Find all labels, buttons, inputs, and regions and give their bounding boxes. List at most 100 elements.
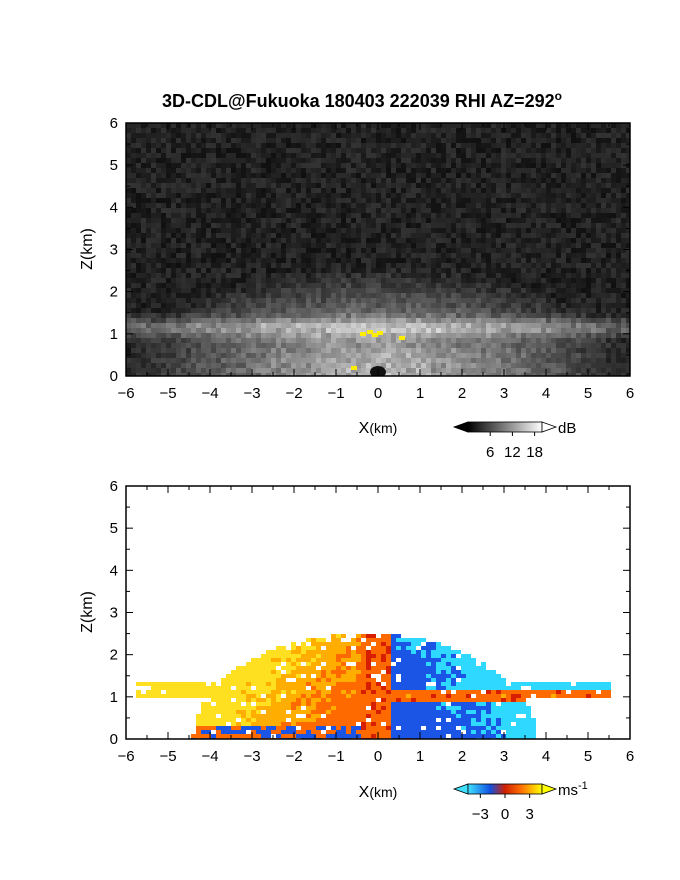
heatmap-cell <box>306 333 311 338</box>
heatmap-cell <box>306 308 311 313</box>
heatmap-cell <box>151 203 156 208</box>
heatmap-cell <box>196 193 201 198</box>
heatmap-cell <box>246 333 251 338</box>
heatmap-cell <box>176 333 181 338</box>
heatmap-cell <box>396 288 401 293</box>
heatmap-cell <box>281 143 286 148</box>
heatmap-cell <box>386 148 391 153</box>
heatmap-cell <box>351 158 356 163</box>
heatmap-cell <box>151 268 156 273</box>
heatmap-cell <box>351 253 356 258</box>
heatmap-cell <box>151 283 156 288</box>
heatmap-cell <box>366 208 371 213</box>
heatmap-cell <box>286 268 291 273</box>
heatmap-cell <box>346 138 351 143</box>
heatmap-cell <box>606 298 611 303</box>
heatmap-cell <box>251 313 256 318</box>
heatmap-cell <box>466 263 471 268</box>
heatmap-cell <box>446 213 451 218</box>
heatmap-cell <box>336 358 341 363</box>
heatmap-cell <box>316 288 321 293</box>
heatmap-cell <box>471 288 476 293</box>
heatmap-cell <box>576 148 581 153</box>
heatmap-cell <box>526 313 531 318</box>
heatmap-cell <box>616 323 621 328</box>
heatmap-cell <box>301 173 306 178</box>
heatmap-cell <box>151 138 156 143</box>
heatmap-cell <box>586 273 591 278</box>
heatmap-cell <box>181 183 186 188</box>
heatmap-cell <box>331 318 336 323</box>
heatmap-cell <box>566 213 571 218</box>
heatmap-cell <box>181 348 186 353</box>
heatmap-cell <box>591 168 596 173</box>
heatmap-cell <box>206 143 211 148</box>
heatmap-cell <box>446 218 451 223</box>
heatmap-cell <box>286 253 291 258</box>
heatmap-cell <box>591 248 596 253</box>
heatmap-cell <box>131 158 136 163</box>
heatmap-cell <box>411 158 416 163</box>
heatmap-cell <box>531 208 536 213</box>
heatmap-cell <box>296 178 301 183</box>
heatmap-cell <box>126 263 131 268</box>
heatmap-cell <box>241 268 246 273</box>
heatmap-cell <box>231 298 236 303</box>
heatmap-cell <box>216 268 221 273</box>
heatmap-cell <box>256 273 261 278</box>
heatmap-cell <box>256 178 261 183</box>
heatmap-cell <box>581 253 586 258</box>
heatmap-cell <box>286 368 291 373</box>
heatmap-cell <box>491 153 496 158</box>
heatmap-cell <box>186 243 191 248</box>
heatmap-cell <box>306 168 311 173</box>
heatmap-cell <box>421 298 426 303</box>
heatmap-cell <box>426 348 431 353</box>
heatmap-cell <box>541 263 546 268</box>
heatmap-cell <box>136 123 141 128</box>
heatmap-cell <box>156 153 161 158</box>
heatmap-cell <box>276 193 281 198</box>
heatmap-cell <box>496 318 501 323</box>
heatmap-cell <box>371 243 376 248</box>
heatmap-cell <box>516 313 521 318</box>
heatmap-cell <box>451 348 456 353</box>
heatmap-cell <box>261 358 266 363</box>
heatmap-cell <box>251 143 256 148</box>
heatmap-cell <box>596 238 601 243</box>
heatmap-cell <box>621 213 626 218</box>
heatmap-cell <box>581 243 586 248</box>
heatmap-cell <box>596 278 601 283</box>
heatmap-cell <box>381 323 386 328</box>
heatmap-cell <box>351 363 356 368</box>
heatmap-cell <box>401 303 406 308</box>
heatmap-cell <box>406 343 411 348</box>
heatmap-cell <box>461 278 466 283</box>
heatmap-cell <box>406 148 411 153</box>
heatmap-cell <box>346 288 351 293</box>
heatmap-cell <box>346 168 351 173</box>
heatmap-cell <box>516 323 521 328</box>
heatmap-cell <box>451 228 456 233</box>
heatmap-cell <box>341 233 346 238</box>
heatmap-cell <box>431 228 436 233</box>
heatmap-cell <box>311 213 316 218</box>
heatmap-cell <box>536 333 541 338</box>
heatmap-cell <box>331 198 336 203</box>
heatmap-cell <box>426 238 431 243</box>
heatmap-cell <box>371 178 376 183</box>
heatmap-cell <box>531 308 536 313</box>
heatmap-cell <box>221 273 226 278</box>
heatmap-cell <box>476 278 481 283</box>
heatmap-cell <box>301 228 306 233</box>
heatmap-cell <box>231 278 236 283</box>
heatmap-cell <box>386 143 391 148</box>
heatmap-cell <box>536 153 541 158</box>
heatmap-cell <box>256 293 261 298</box>
heatmap-cell <box>181 318 186 323</box>
heatmap-cell <box>526 188 531 193</box>
heatmap-cell <box>401 258 406 263</box>
heatmap-cell <box>351 213 356 218</box>
heatmap-cell <box>201 223 206 228</box>
heatmap-cell <box>206 223 211 228</box>
